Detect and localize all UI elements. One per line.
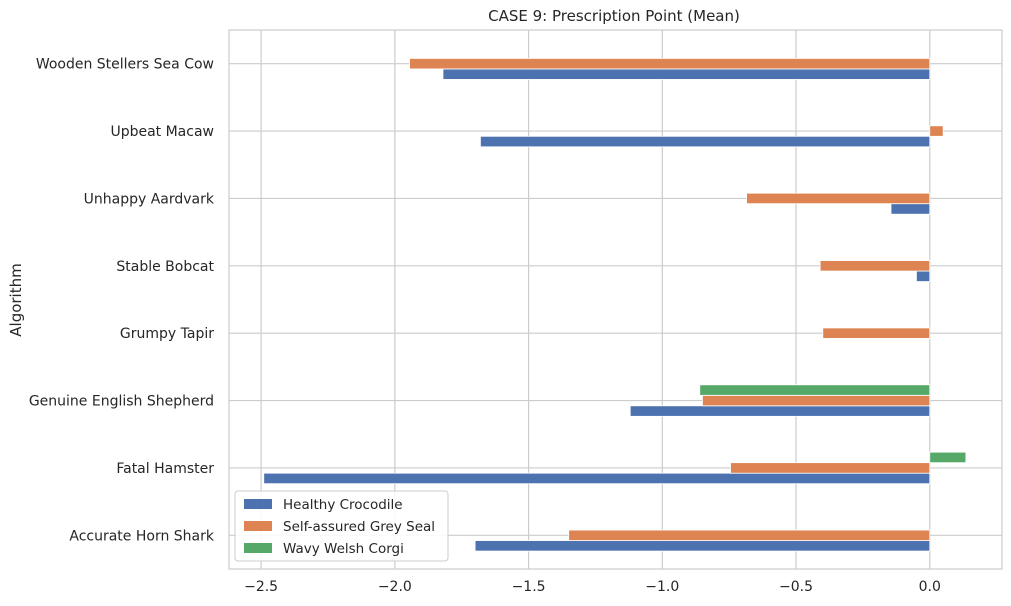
- bar-self-assured-grey-seal: [568, 529, 931, 541]
- plot-frame: [228, 29, 1003, 570]
- y-tick-label: Fatal Hamster: [116, 461, 214, 477]
- bar-self-assured-grey-seal: [409, 58, 931, 70]
- legend-label: Self-assured Grey Seal: [283, 519, 435, 535]
- bar-healthy-crocodile: [442, 68, 931, 80]
- legend: Healthy Crocodile Self-assured Grey Seal W…: [234, 490, 449, 562]
- y-tick-label: Grumpy Tapir: [120, 326, 214, 342]
- y-tick-label: Upbeat Macaw: [110, 124, 214, 140]
- bar-self-assured-grey-seal: [730, 462, 931, 474]
- legend-swatch: [244, 543, 272, 553]
- bars: [263, 58, 967, 552]
- x-tick-label: −1.0: [645, 579, 679, 595]
- bar-healthy-crocodile: [629, 405, 931, 417]
- y-tick-label: Stable Bobcat: [116, 259, 214, 275]
- bar-self-assured-grey-seal: [819, 260, 931, 272]
- x-tick-label: −1.5: [512, 579, 546, 595]
- y-tick-label: Genuine English Shepherd: [29, 394, 214, 410]
- y-tick-label: Wooden Stellers Sea Cow: [36, 57, 214, 73]
- tick-labels: −2.5 −2.0 −1.5 −1.0 −0.5 0.0 Accurate Horn Sha…: [29, 57, 941, 595]
- bar-self-assured-grey-seal: [702, 394, 931, 407]
- legend-box: [234, 490, 449, 562]
- x-tick-label: 0.0: [919, 579, 941, 595]
- chart-title: CASE 9: Prescription Point (Mean): [488, 7, 740, 25]
- legend-label: Wavy Welsh Corgi: [283, 541, 404, 557]
- bar-healthy-crocodile: [480, 135, 931, 148]
- grid: [229, 30, 1002, 569]
- bar-self-assured-grey-seal: [746, 192, 931, 205]
- y-tick-label: Accurate Horn Shark: [69, 528, 215, 544]
- y-tick-label: Unhappy Aardvark: [84, 191, 215, 207]
- bar-self-assured-grey-seal: [822, 327, 931, 339]
- legend-swatch: [244, 499, 272, 509]
- x-tick-label: −2.5: [244, 579, 278, 595]
- legend-swatch: [244, 521, 272, 531]
- bar-healthy-crocodile: [263, 472, 931, 485]
- bar-self-assured-grey-seal: [929, 125, 944, 137]
- legend-label: Healthy Crocodile: [283, 497, 403, 513]
- bar-wavy-welsh-corgi: [699, 384, 931, 396]
- bar-healthy-crocodile: [916, 270, 931, 282]
- x-tick-label: −2.0: [378, 579, 412, 595]
- x-tick-label: −0.5: [779, 579, 813, 595]
- bar-wavy-welsh-corgi: [929, 451, 967, 464]
- bar-healthy-crocodile: [474, 540, 931, 552]
- y-axis-label: Algorithm: [7, 263, 25, 336]
- bar-healthy-crocodile: [890, 203, 931, 215]
